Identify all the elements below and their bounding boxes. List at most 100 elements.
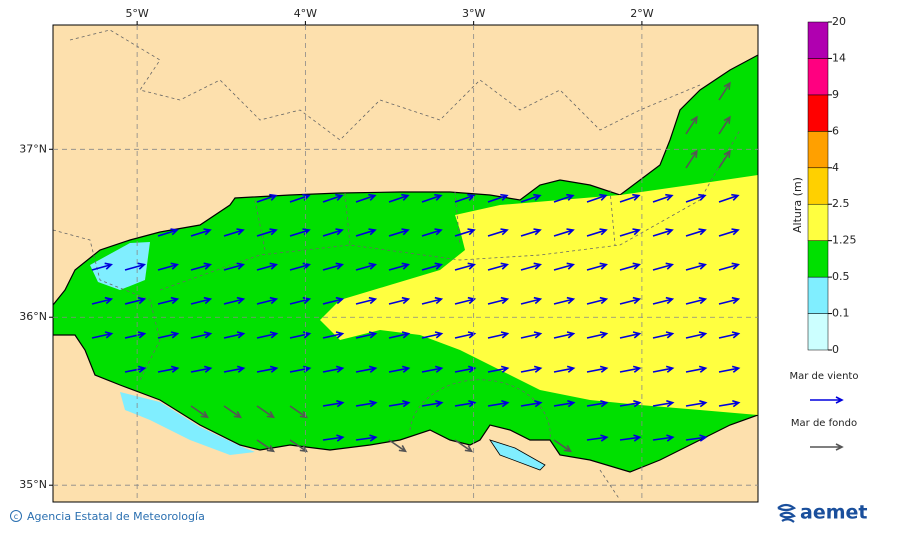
wave-arrow (487, 365, 510, 373)
colorbar-tick-label: 0.5 (832, 270, 850, 283)
lat-tick-label: 36°N (19, 310, 47, 323)
lat-tick-label: 35°N (19, 478, 47, 491)
wave-arrow (718, 262, 740, 271)
wave-arrow (520, 228, 542, 237)
colorbar-tick-label: 9 (832, 88, 839, 101)
wave-arrow (487, 193, 509, 203)
wave-arrow (355, 399, 378, 408)
wave-arrow (256, 439, 275, 453)
wave-arrow (454, 331, 477, 339)
wave-arrow (553, 193, 575, 203)
wave-arrow (718, 115, 731, 135)
wave-arrow (421, 365, 444, 373)
wave-arrow (520, 296, 543, 305)
wave-arrow (718, 331, 741, 339)
colorbar-band (807, 240, 829, 278)
wave-arrow (421, 399, 444, 408)
wave-arrow (487, 296, 510, 305)
wave-arrow (718, 365, 741, 373)
logo: aemet (777, 502, 867, 524)
wave-arrow (553, 262, 575, 271)
wave-arrow (718, 81, 731, 101)
wave-arrow (685, 228, 707, 237)
wave-arrow (124, 296, 147, 305)
high-wave-zone (320, 175, 758, 415)
wave-arrow (487, 331, 510, 339)
wave-arrow (157, 228, 179, 237)
wave-arrow (652, 262, 674, 271)
colorbar-tick-label: 4 (832, 161, 839, 174)
wave-arrow (388, 439, 407, 453)
lat-tick-label: 37°N (19, 142, 47, 155)
colorbar-tick-label: 6 (832, 124, 839, 137)
wave-arrow (157, 365, 180, 373)
legend-arrow (810, 396, 844, 404)
map-frame (52, 24, 759, 503)
wave-arrow (454, 262, 476, 271)
wave-arrow (388, 262, 410, 271)
wave-arrow (91, 296, 114, 305)
wave-arrow (652, 399, 675, 408)
wave-arrow (421, 296, 444, 305)
wave-arrow (553, 296, 576, 305)
wave-arrow (388, 399, 411, 408)
low-wave-zone (120, 392, 255, 455)
wave-arrow (553, 399, 576, 408)
credit: c Agencia Estatal de Meteorología (10, 510, 205, 523)
colorbar-tick-label: 1.25 (832, 234, 857, 247)
wave-arrow (421, 262, 443, 271)
wave-arrow (487, 228, 509, 237)
wave-arrow (454, 439, 473, 453)
wave-arrow (586, 399, 609, 408)
credit-text: Agencia Estatal de Meteorología (27, 510, 205, 523)
wave-arrow (157, 262, 179, 271)
wave-arrow (223, 365, 246, 373)
wave-arrow (619, 296, 642, 305)
wave-arrow (256, 262, 278, 271)
wave-arrow (289, 405, 308, 419)
wave-arrow (586, 296, 609, 305)
wave-arrow (454, 399, 477, 408)
wave-arrow (322, 228, 344, 237)
wave-arrow (289, 262, 311, 271)
wave-arrow (256, 228, 278, 237)
wave-arrow (685, 296, 708, 305)
wave-arrow (256, 405, 275, 419)
wave-arrow (322, 331, 345, 339)
wave-arrow (718, 149, 731, 169)
wave-arrow (355, 331, 378, 339)
wave-arrow (190, 405, 209, 419)
wave-arrow (520, 193, 542, 203)
wave-arrow (454, 365, 477, 373)
colorbar-label: Altura (m) (791, 177, 804, 233)
wave-arrow (388, 296, 411, 305)
wave-arrow (91, 331, 114, 339)
colorbar-band (807, 21, 829, 59)
wave-arrow (256, 296, 279, 305)
wave-arrow (685, 115, 698, 135)
colorbar-tick-label: 14 (832, 51, 846, 64)
colorbar-band (807, 131, 829, 169)
wave-arrow (685, 331, 708, 339)
wave-arrow (223, 262, 245, 271)
wave-arrow (322, 365, 345, 373)
lon-tick-label: 5°W (125, 7, 148, 20)
wave-arrow (586, 262, 608, 271)
wave-arrow (322, 193, 344, 203)
colorbar: 0 0.1 0.5 1.25 2.5 4 6 9 14 20 (807, 15, 857, 356)
wave-arrows (91, 81, 741, 453)
wave-arrow (355, 296, 378, 305)
wave-arrow (520, 365, 543, 373)
wave-arrow (256, 365, 279, 373)
wave-arrow (190, 228, 212, 237)
wave-arrow (685, 193, 707, 203)
wave-arrow (487, 399, 510, 408)
lon-tick-label: 4°W (294, 7, 317, 20)
logo-text: aemet (800, 502, 867, 524)
wave-arrow (520, 399, 543, 408)
wave-arrow (388, 193, 410, 203)
wave-arrow (421, 228, 443, 237)
logo-icon (777, 503, 797, 523)
lon-tick-label: 3°W (462, 7, 485, 20)
